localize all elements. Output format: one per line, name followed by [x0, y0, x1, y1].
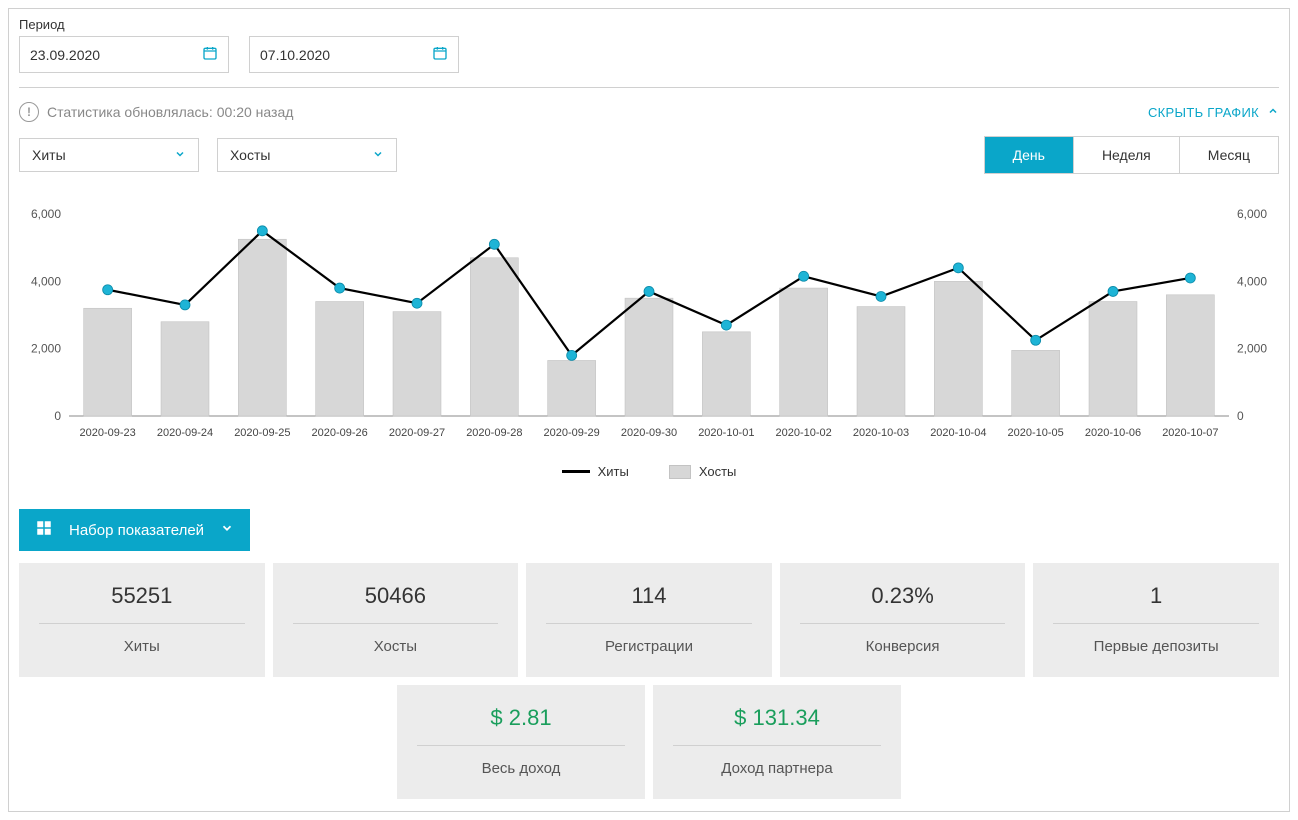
- hide-chart-toggle[interactable]: СКРЫТЬ ГРАФИК: [1148, 105, 1279, 120]
- svg-text:2020-09-29: 2020-09-29: [544, 427, 600, 439]
- svg-text:0: 0: [1237, 409, 1244, 423]
- card-hosts-label: Хосты: [283, 638, 509, 655]
- dashboard-panel: Период 23.09.2020 07.10.2020 ! Статистик…: [8, 8, 1290, 812]
- info-icon: !: [19, 102, 39, 122]
- legend-line-swatch: [562, 470, 590, 473]
- svg-text:0: 0: [54, 409, 61, 423]
- grid-icon: [35, 519, 53, 541]
- card-conv: 0.23% Конверсия: [780, 563, 1026, 677]
- chart-area: 0 0 2,000 2,000 4,000 4,000 6,000 6,000 2020-09-…: [9, 184, 1289, 454]
- status-left: ! Статистика обновлялась: 00:20 назад: [19, 102, 293, 122]
- svg-text:2020-09-24: 2020-09-24: [157, 427, 213, 439]
- svg-text:2020-09-30: 2020-09-30: [621, 427, 677, 439]
- metrics-button-row: Набор показателей: [9, 499, 1289, 555]
- svg-text:2,000: 2,000: [1237, 342, 1267, 356]
- period-label: Период: [19, 17, 1279, 32]
- card-conv-value: 0.23%: [800, 583, 1006, 624]
- card-fdep: 1 Первые депозиты: [1033, 563, 1279, 677]
- legend-bar: Хосты: [669, 464, 737, 479]
- svg-text:4,000: 4,000: [31, 274, 61, 288]
- date-from-input[interactable]: 23.09.2020: [19, 36, 229, 73]
- legend-line-label: Хиты: [598, 464, 629, 479]
- card-allinc: $ 2.81 Весь доход: [397, 685, 645, 799]
- date-to-value: 07.10.2020: [260, 47, 330, 63]
- svg-text:2020-09-26: 2020-09-26: [312, 427, 368, 439]
- date-from-value: 23.09.2020: [30, 47, 100, 63]
- chevron-down-icon: [372, 147, 384, 163]
- card-regs: 114 Регистрации: [526, 563, 772, 677]
- chevron-up-icon: [1267, 105, 1279, 120]
- metric2-value: Хосты: [230, 147, 270, 163]
- svg-text:2020-09-28: 2020-09-28: [466, 427, 522, 439]
- svg-text:2,000: 2,000: [31, 342, 61, 356]
- card-conv-label: Конверсия: [790, 638, 1016, 655]
- card-hits: 55251 Хиты: [19, 563, 265, 677]
- svg-text:2020-10-05: 2020-10-05: [1008, 427, 1064, 439]
- metric1-select[interactable]: Хиты: [19, 138, 199, 172]
- card-hosts: 50466 Хосты: [273, 563, 519, 677]
- card-allinc-label: Весь доход: [407, 760, 635, 777]
- card-partinc-value: $ 131.34: [673, 705, 881, 746]
- tab-day[interactable]: День: [985, 137, 1074, 173]
- time-tabs: День Неделя Месяц: [984, 136, 1279, 174]
- status-text-time: 00:20 назад: [217, 104, 294, 120]
- svg-text:2020-10-06: 2020-10-06: [1085, 427, 1141, 439]
- metrics-grid: 55251 Хиты 50466 Хосты 114 Регистрации 0…: [9, 555, 1289, 811]
- metric2-select[interactable]: Хосты: [217, 138, 397, 172]
- svg-text:2020-10-03: 2020-10-03: [853, 427, 909, 439]
- card-hits-label: Хиты: [29, 638, 255, 655]
- tab-month[interactable]: Месяц: [1180, 137, 1278, 173]
- svg-text:2020-10-02: 2020-10-02: [776, 427, 832, 439]
- chevron-down-icon: [174, 147, 186, 163]
- metrics-row-1: 55251 Хиты 50466 Хосты 114 Регистрации 0…: [19, 563, 1279, 677]
- legend-line: Хиты: [562, 464, 629, 479]
- legend-bar-label: Хосты: [699, 464, 737, 479]
- date-to-input[interactable]: 07.10.2020: [249, 36, 459, 73]
- hide-chart-label: СКРЫТЬ ГРАФИК: [1148, 105, 1259, 120]
- card-hosts-value: 50466: [293, 583, 499, 624]
- card-allinc-value: $ 2.81: [417, 705, 625, 746]
- svg-text:2020-10-04: 2020-10-04: [930, 427, 986, 439]
- svg-text:4,000: 4,000: [1237, 274, 1267, 288]
- tab-week[interactable]: Неделя: [1074, 137, 1180, 173]
- period-section: Период 23.09.2020 07.10.2020: [9, 9, 1289, 87]
- card-regs-value: 114: [546, 583, 752, 624]
- status-text-prefix: Статистика обновлялась:: [47, 104, 213, 120]
- date-range-row: 23.09.2020 07.10.2020: [19, 36, 1279, 73]
- metric1-value: Хиты: [32, 147, 66, 163]
- metric-selects: Хиты Хосты: [19, 138, 397, 172]
- metrics-button-label: Набор показателей: [69, 522, 204, 539]
- svg-text:6,000: 6,000: [31, 207, 61, 221]
- calendar-icon: [202, 45, 218, 64]
- card-partinc-label: Доход партнера: [663, 760, 891, 777]
- status-row: ! Статистика обновлялась: 00:20 назад СК…: [9, 88, 1289, 136]
- svg-text:6,000: 6,000: [1237, 207, 1267, 221]
- svg-text:2020-09-23: 2020-09-23: [80, 427, 136, 439]
- svg-text:2020-09-25: 2020-09-25: [234, 427, 290, 439]
- legend-bar-swatch: [669, 465, 691, 479]
- card-regs-label: Регистрации: [536, 638, 762, 655]
- calendar-icon: [432, 45, 448, 64]
- svg-text:2020-09-27: 2020-09-27: [389, 427, 445, 439]
- combo-chart: 0 0 2,000 2,000 4,000 4,000 6,000 6,000 2020-09-…: [19, 204, 1279, 444]
- svg-text:2020-10-07: 2020-10-07: [1162, 427, 1218, 439]
- chart-legend: Хиты Хосты: [9, 454, 1289, 499]
- card-fdep-value: 1: [1053, 583, 1259, 624]
- card-hits-value: 55251: [39, 583, 245, 624]
- metrics-row-2: $ 2.81 Весь доход $ 131.34 Доход партнер…: [19, 685, 1279, 799]
- chevron-down-icon: [220, 521, 234, 539]
- card-fdep-label: Первые депозиты: [1043, 638, 1269, 655]
- controls-row: Хиты Хосты День Неделя Месяц: [9, 136, 1289, 184]
- metrics-dropdown-button[interactable]: Набор показателей: [19, 509, 250, 551]
- svg-text:2020-10-01: 2020-10-01: [698, 427, 754, 439]
- card-partinc: $ 131.34 Доход партнера: [653, 685, 901, 799]
